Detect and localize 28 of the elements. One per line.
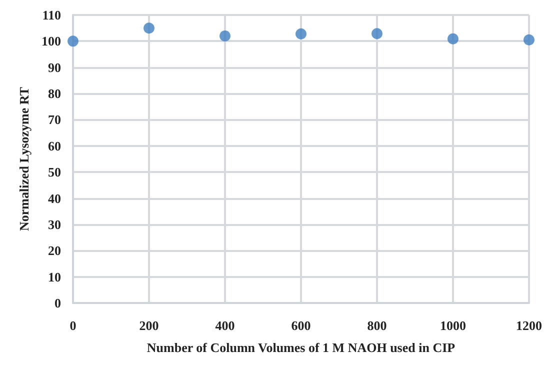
- point: [144, 22, 154, 34]
- x-tick-label: 1200: [516, 318, 542, 333]
- point: [296, 28, 306, 40]
- y-tick-label: 110: [42, 8, 61, 22]
- point: [448, 33, 458, 44]
- x-tick-label: 400: [215, 318, 235, 333]
- x-tick-label: 800: [367, 318, 387, 333]
- y-tick-label: 90: [48, 60, 61, 75]
- y-tick-label: 80: [48, 86, 61, 102]
- point: [68, 36, 78, 47]
- y-tick-label: 20: [48, 243, 61, 258]
- y-tick-label: 100: [42, 34, 61, 49]
- x-tick-label: 1000: [440, 318, 466, 333]
- x-tick-label: 600: [291, 318, 311, 333]
- y-tick-label: 40: [48, 190, 61, 206]
- point: [372, 28, 382, 40]
- y-tick-label: 30: [48, 216, 61, 232]
- y-tick-label: 60: [48, 138, 61, 154]
- point: [524, 34, 534, 46]
- y-axis-title: Normalized Lysozyme RT: [16, 86, 32, 231]
- x-tick-label: 200: [139, 318, 159, 333]
- y-tick-label: 0: [54, 296, 61, 310]
- y-tick-label: 70: [48, 112, 61, 128]
- y-tick-label: 10: [48, 269, 61, 284]
- point: [220, 30, 230, 42]
- y-tick-label: 50: [48, 164, 61, 180]
- x-axis-title: Number of Column Volumes of 1 M NAOH used in CIP: [146, 340, 456, 355]
- x-tick-label: 0: [70, 318, 76, 333]
